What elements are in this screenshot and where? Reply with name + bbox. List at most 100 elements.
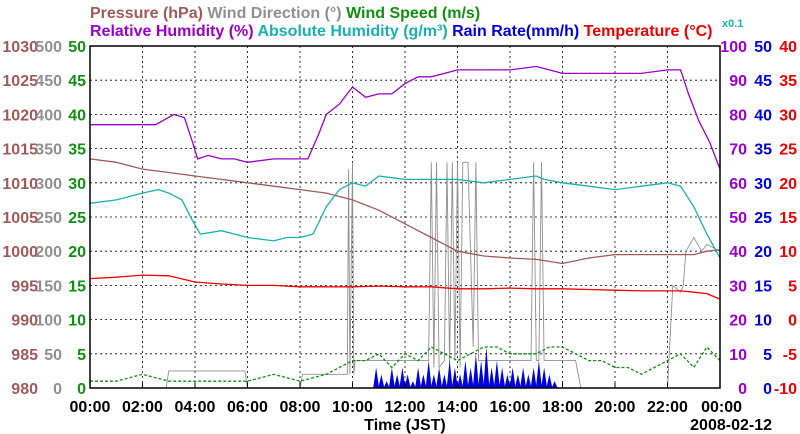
left-tick-label-wind_direction: 450	[35, 73, 62, 90]
rain-rate-spike	[499, 367, 506, 388]
legend-entry: Relative Humidity (%)	[90, 23, 254, 40]
x-tick-label: 12:00	[385, 399, 426, 416]
right-tick-label-humidity: 30	[729, 278, 747, 295]
left-tick-label-wind_direction: 350	[35, 142, 62, 159]
right-tick-label-temperature: 10	[779, 244, 797, 261]
x-tick-label: 16:00	[490, 399, 531, 416]
left-tick-label-wind_speed: 45	[68, 73, 86, 90]
rain-rate-spike	[541, 367, 548, 388]
rain-rate-spike	[467, 367, 474, 388]
left-tick-label-pressure: 1010	[2, 176, 38, 193]
rain-rate-spike	[415, 367, 422, 388]
rain-rate-spike	[446, 360, 453, 388]
left-tick-label-pressure: 1020	[2, 107, 38, 124]
left-tick-label-pressure: 1025	[2, 73, 38, 90]
right-tick-label-temperature: 40	[779, 39, 797, 56]
rain-rate-spike	[394, 374, 401, 388]
right-tick-label-rain_rate: 0	[763, 381, 772, 398]
date-label: 2008-02-12	[690, 417, 772, 434]
right-tick-label-humidity: 0	[738, 381, 747, 398]
right-tick-label-humidity: 90	[729, 73, 747, 90]
legend-entry: Pressure (hPa)	[90, 5, 203, 22]
left-tick-label-pressure: 1005	[2, 210, 38, 227]
rain-rate-spike	[493, 360, 500, 388]
right-tick-label-temperature: 35	[779, 73, 797, 90]
rain-rate-spike	[457, 374, 464, 388]
left-tick-label-wind_direction: 0	[53, 381, 62, 398]
rain-rate-spike	[462, 360, 469, 388]
left-tick-label-pressure: 985	[11, 347, 38, 364]
right-tick-label-rain_rate: 40	[754, 107, 772, 124]
left-tick-label-wind_direction: 300	[35, 176, 62, 193]
rain-rate-spike	[530, 367, 537, 388]
x-tick-label: 08:00	[280, 399, 321, 416]
rain-rate-spike	[420, 374, 427, 388]
right-tick-label-rain_rate: 15	[754, 278, 772, 295]
rain-rate-spike	[373, 367, 380, 388]
legend-row-1: Pressure (hPa) Wind Direction (°) Wind S…	[90, 5, 480, 22]
left-tick-label-pressure: 995	[11, 278, 38, 295]
rain-rate-spike	[504, 374, 511, 388]
series-line-wind-speed	[90, 345, 721, 382]
rain-rate-spike	[430, 374, 437, 388]
rain-rate-spike	[478, 360, 485, 388]
rain-rate-spike	[514, 374, 521, 388]
rain-rate-spike	[388, 367, 395, 388]
x-tick-label: 00:00	[70, 399, 111, 416]
right-tick-label-temperature: 20	[779, 176, 797, 193]
left-tick-label-wind_speed: 5	[77, 347, 86, 364]
right-tick-label-humidity: 40	[729, 244, 747, 261]
right-tick-label-rain_rate: 35	[754, 142, 772, 159]
rain-rate-spike	[441, 374, 448, 388]
right-tick-label-temperature: -5	[783, 347, 797, 364]
left-tick-label-pressure: 990	[11, 313, 38, 330]
plot-grid	[90, 46, 720, 388]
x-axis: 00:00 02:00 04:00 06:00 08:00 10:00 12:00 14:00…	[70, 383, 742, 416]
rain-rate-spike	[383, 381, 390, 388]
rain-rate-spike	[525, 374, 532, 388]
right-tick-label-rain_rate: 45	[754, 73, 772, 90]
series-layer	[89, 65, 721, 389]
right-tick-label-humidity: 70	[729, 142, 747, 159]
right-axes: 0102030405060708090100051015202530354045…	[720, 39, 797, 398]
rain-rate-spike	[483, 346, 490, 388]
x-tick-label: 02:00	[122, 399, 163, 416]
right-tick-label-humidity: 20	[729, 313, 747, 330]
left-tick-label-pressure: 1015	[2, 142, 38, 159]
left-tick-label-wind_speed: 10	[68, 313, 86, 330]
rain-rate-spike	[551, 381, 558, 388]
rain-rate-spike	[399, 367, 406, 388]
left-tick-label-wind_speed: 50	[68, 39, 86, 56]
left-tick-label-pressure: 980	[11, 381, 38, 398]
right-tick-label-humidity: 80	[729, 107, 747, 124]
x-tick-label: 14:00	[437, 399, 478, 416]
rain-rate-spike	[520, 367, 527, 388]
legend-row-2: Relative Humidity (%) Absolute Humidity …	[90, 23, 712, 40]
left-tick-label-wind_speed: 15	[68, 278, 86, 295]
left-tick-label-wind_direction: 50	[44, 347, 62, 364]
legend-entry: Temperature (°C)	[579, 23, 712, 40]
right-tick-label-rain_rate: 5	[763, 347, 772, 364]
rain-rate-spike	[425, 360, 432, 388]
right-tick-label-humidity: 100	[720, 39, 747, 56]
rain-rate-spike	[436, 367, 443, 388]
right-tick-label-temperature: -10	[774, 381, 797, 398]
x-axis-label: Time (JST)	[364, 417, 446, 434]
rain-rate-spike	[409, 381, 416, 388]
left-tick-label-wind_direction: 150	[35, 278, 62, 295]
left-tick-label-pressure: 1000	[2, 244, 38, 261]
left-tick-label-wind_direction: 100	[35, 313, 62, 330]
right-tick-label-humidity: 50	[729, 210, 747, 227]
left-tick-label-wind_direction: 400	[35, 107, 62, 124]
left-tick-label-wind_speed: 40	[68, 107, 86, 124]
legend-entry: Absolute Humidity (g/m³)	[254, 23, 448, 40]
right-tick-label-humidity: 10	[729, 347, 747, 364]
right-tick-label-rain_rate: 30	[754, 176, 772, 193]
series-line-absolute-humidity	[89, 175, 721, 259]
x-tick-label: 18:00	[542, 399, 583, 416]
right-tick-label-rain_rate: 50	[754, 39, 772, 56]
right-tick-label-temperature: 0	[788, 313, 797, 330]
rain-rate-spike	[546, 374, 553, 388]
rain-rate-spike	[378, 374, 385, 388]
